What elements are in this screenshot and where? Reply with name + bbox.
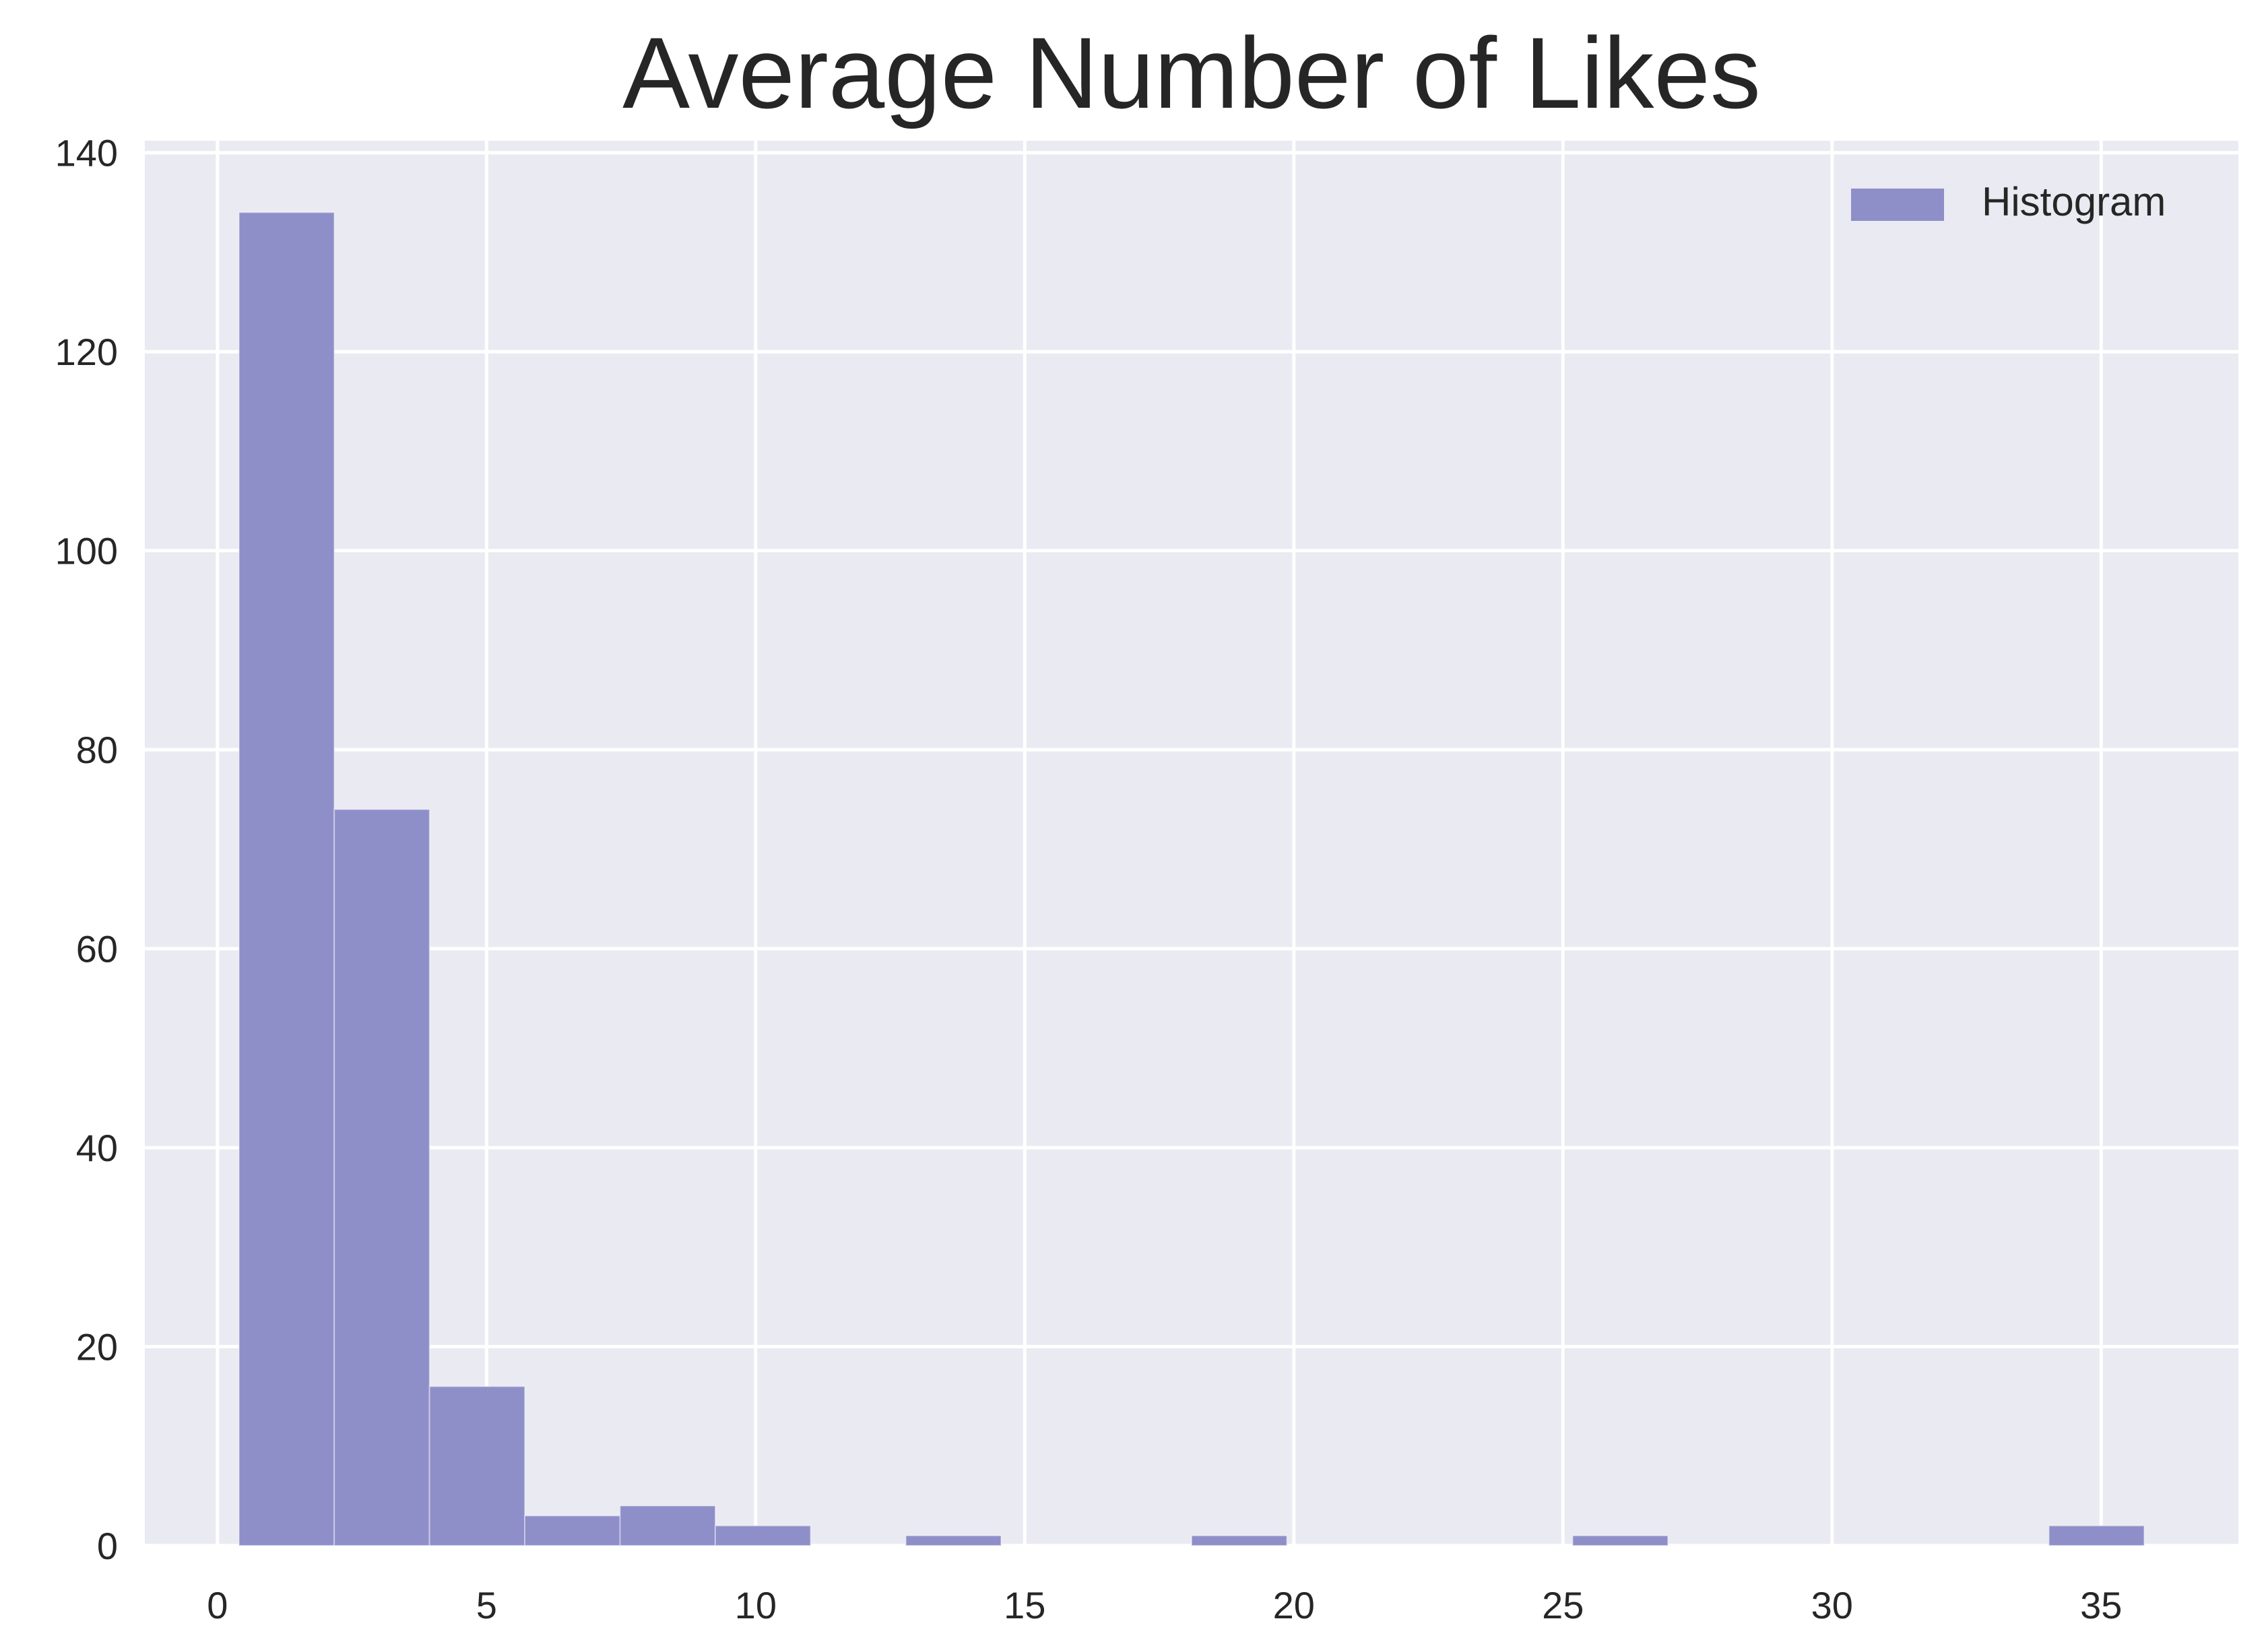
histogram-bar	[428, 1385, 526, 1546]
x-tick-label: 5	[476, 1584, 497, 1626]
grid	[145, 141, 2238, 1548]
y-tick-label: 100	[55, 530, 118, 572]
histogram-bar	[238, 211, 335, 1546]
x-tick-label: 15	[1004, 1584, 1045, 1626]
histogram-bar	[524, 1515, 621, 1547]
legend-label: Histogram	[1982, 179, 2166, 224]
bars	[238, 211, 2145, 1547]
x-tick-label: 25	[1542, 1584, 1584, 1626]
plot-area	[145, 141, 2238, 1546]
y-tick-label: 120	[55, 331, 118, 373]
histogram-bar	[905, 1535, 1002, 1546]
histogram-bar	[2048, 1525, 2145, 1547]
histogram-bar	[1191, 1535, 1288, 1546]
chart-title: Average Number of Likes	[622, 16, 1761, 129]
histogram-bar	[714, 1525, 812, 1547]
y-tick-label: 60	[76, 928, 118, 970]
y-tick-label: 0	[97, 1525, 118, 1567]
x-tick-label: 20	[1273, 1584, 1315, 1626]
y-tick-label: 40	[76, 1127, 118, 1169]
x-tick-label: 0	[207, 1584, 228, 1626]
x-tick-label: 10	[735, 1584, 777, 1626]
y-tick-label: 20	[76, 1326, 118, 1368]
y-tick-label: 140	[55, 132, 118, 174]
histogram-bar	[1572, 1535, 1669, 1546]
x-tick-label: 35	[2080, 1584, 2122, 1626]
histogram-bar	[619, 1505, 716, 1546]
legend-swatch	[1851, 189, 1944, 221]
y-tick-label: 80	[76, 729, 118, 771]
histogram-bar	[333, 808, 430, 1546]
legend: Histogram	[1851, 179, 2166, 224]
x-tick-label: 30	[1811, 1584, 1853, 1626]
ticks: 0 5 10 15 20 25 30 35 0 20 40 60 80 100 120 140	[55, 132, 2123, 1626]
